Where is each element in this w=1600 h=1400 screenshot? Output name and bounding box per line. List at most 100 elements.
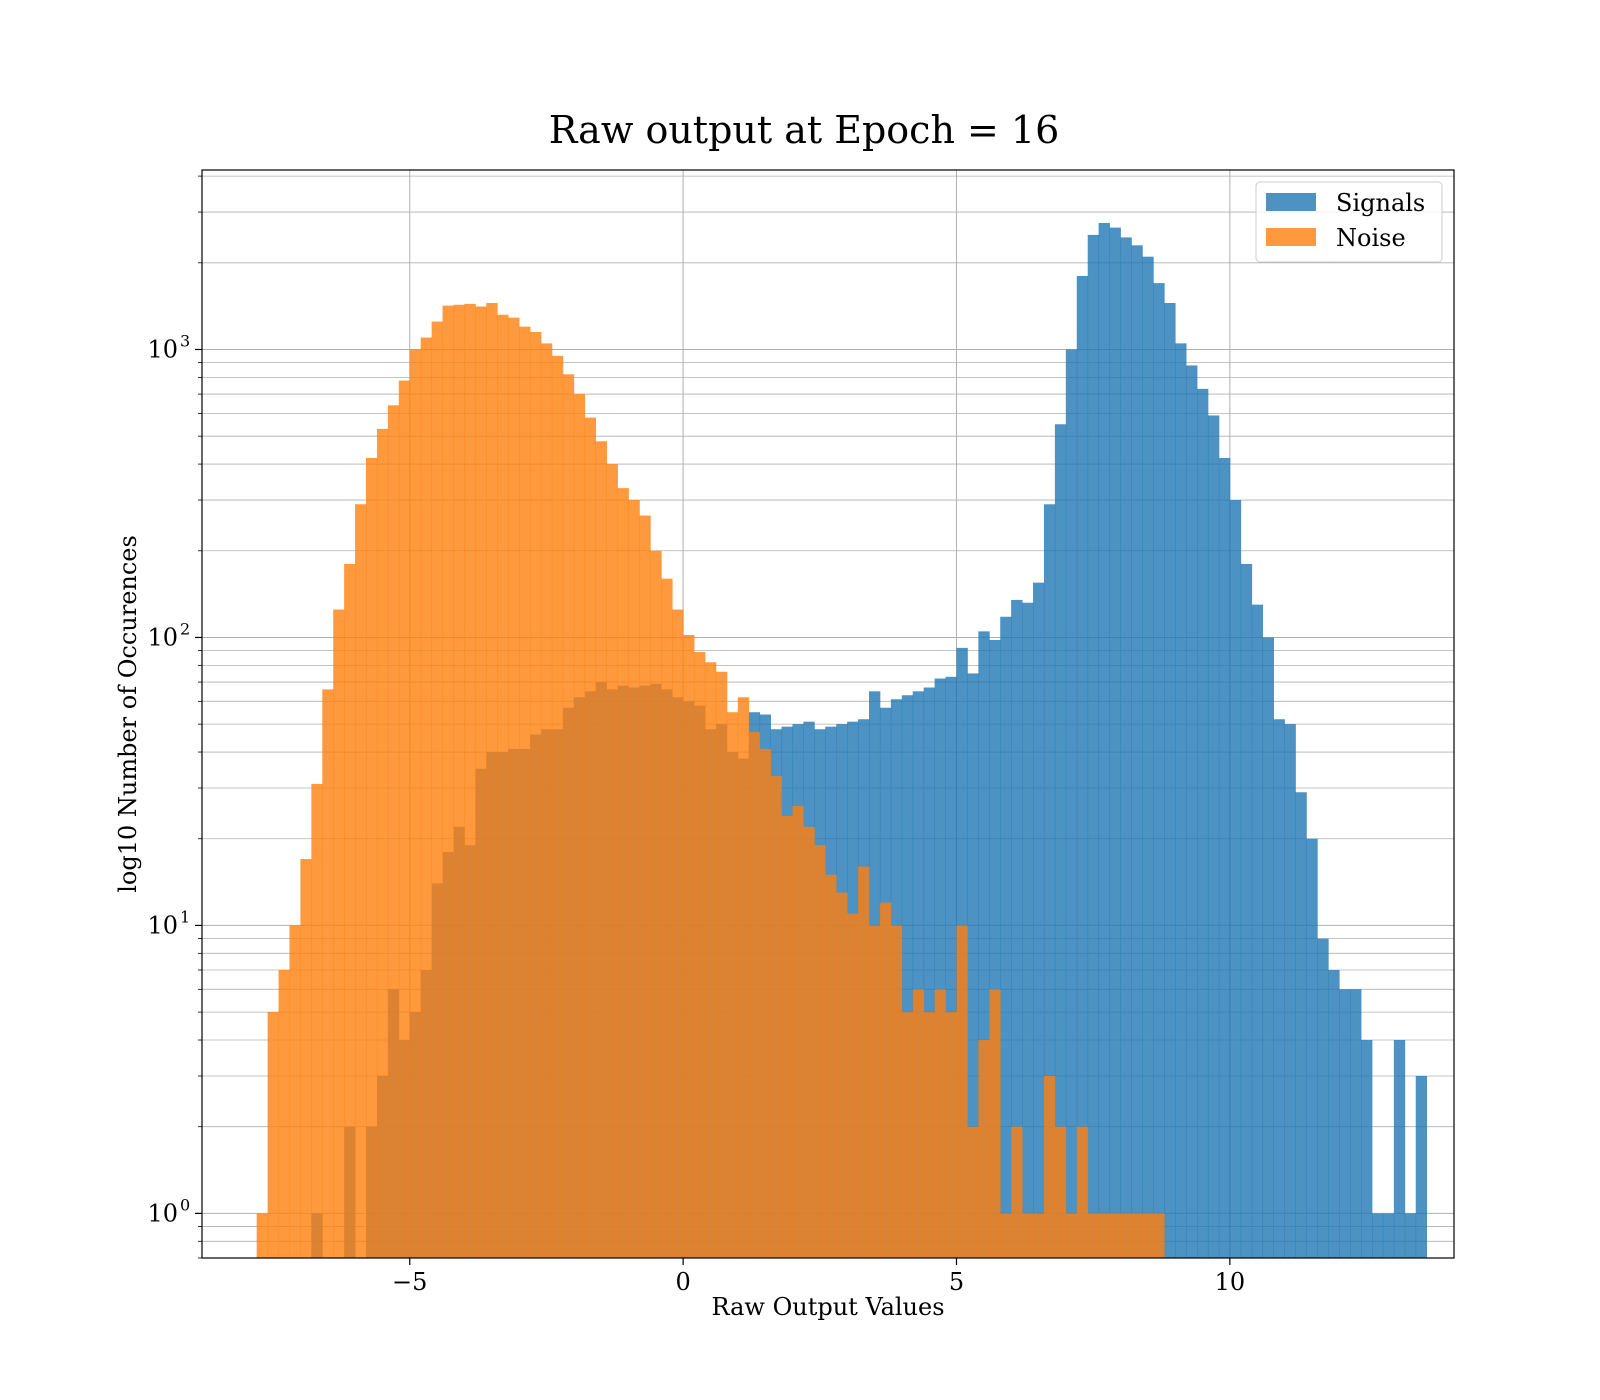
noise-bar bbox=[530, 331, 542, 1259]
y-tick-label-exponent: 2 bbox=[180, 619, 190, 638]
signals-bar bbox=[1262, 637, 1274, 1258]
noise-bar bbox=[869, 925, 881, 1258]
signals-bar bbox=[1306, 838, 1318, 1258]
noise-bar bbox=[1142, 1213, 1154, 1258]
noise-bar bbox=[333, 609, 345, 1258]
signals-bar bbox=[1207, 415, 1220, 1258]
y-tick-label: 10 bbox=[147, 1199, 178, 1227]
noise-bar bbox=[803, 826, 815, 1258]
noise-bar bbox=[1131, 1213, 1143, 1258]
noise-bar bbox=[322, 689, 334, 1258]
noise-bar bbox=[497, 314, 509, 1258]
noise-bar bbox=[1153, 1213, 1165, 1258]
noise-bar bbox=[442, 305, 454, 1258]
noise-bar bbox=[617, 488, 629, 1258]
x-tick-label: 5 bbox=[949, 1268, 964, 1296]
noise-bar bbox=[639, 515, 651, 1258]
noise-bar bbox=[737, 697, 750, 1258]
noise-bar bbox=[573, 394, 586, 1258]
noise-bar bbox=[1076, 1126, 1089, 1258]
noise-bar bbox=[901, 1012, 914, 1258]
noise-bar bbox=[1109, 1213, 1121, 1258]
signals-bar bbox=[1011, 599, 1023, 1258]
noise-bar bbox=[267, 1012, 279, 1258]
signals-bar bbox=[1043, 504, 1056, 1258]
noise-bar bbox=[1033, 1213, 1045, 1258]
noise-bar bbox=[770, 776, 782, 1258]
signals-bar bbox=[1361, 1040, 1373, 1258]
x-axis-label: Raw Output Values bbox=[711, 1293, 944, 1321]
noise-bar bbox=[606, 464, 618, 1258]
signals-bar bbox=[1339, 989, 1351, 1258]
noise-bar bbox=[376, 428, 389, 1258]
noise-bar bbox=[650, 550, 662, 1258]
y-axis-label: log10 Number of Occurences bbox=[114, 535, 142, 893]
y-tick-label-exponent: 1 bbox=[180, 907, 190, 926]
noise-bar bbox=[1043, 1075, 1056, 1258]
noise-bar bbox=[989, 989, 1001, 1258]
noise-bar bbox=[683, 634, 695, 1258]
noise-bar bbox=[562, 374, 575, 1258]
noise-bars bbox=[256, 303, 1165, 1259]
signals-bar bbox=[1054, 424, 1067, 1258]
signals-bar bbox=[1284, 724, 1296, 1258]
noise-bar bbox=[836, 892, 848, 1258]
noise-bar bbox=[475, 306, 487, 1258]
noise-bar bbox=[344, 563, 356, 1258]
noise-bar bbox=[726, 712, 739, 1258]
y-tick-label: 10 bbox=[147, 335, 178, 363]
chart-title: Raw output at Epoch = 16 bbox=[549, 108, 1060, 152]
signals-bar bbox=[1175, 343, 1187, 1259]
signals-bar bbox=[967, 673, 979, 1258]
noise-bar bbox=[508, 317, 520, 1259]
signals-bar bbox=[1109, 227, 1121, 1258]
noise-bar bbox=[759, 748, 771, 1258]
signals-bar bbox=[1382, 1213, 1395, 1258]
legend-label-signals: Signals bbox=[1336, 189, 1425, 217]
noise-bar bbox=[715, 671, 728, 1258]
noise-bar bbox=[540, 343, 553, 1259]
signals-bar bbox=[1022, 602, 1034, 1258]
noise-bar bbox=[453, 304, 465, 1258]
noise-bar bbox=[704, 662, 717, 1258]
noise-bar bbox=[781, 815, 793, 1258]
signals-bar bbox=[1295, 792, 1307, 1258]
noise-bar bbox=[595, 441, 607, 1259]
noise-bar bbox=[366, 457, 378, 1258]
signals-bar bbox=[1328, 970, 1340, 1258]
signals-bar bbox=[1197, 388, 1209, 1259]
noise-bar bbox=[912, 989, 925, 1258]
noise-bar bbox=[486, 303, 498, 1258]
noise-bar bbox=[409, 349, 422, 1259]
signals-bar bbox=[912, 691, 925, 1258]
noise-bar bbox=[584, 417, 597, 1258]
noise-bar bbox=[945, 1012, 957, 1258]
y-tick-label-exponent: 3 bbox=[180, 331, 190, 350]
noise-bar bbox=[956, 925, 968, 1258]
y-tick-label-exponent: 0 bbox=[180, 1195, 190, 1214]
noise-bar bbox=[1065, 1213, 1078, 1258]
noise-bar bbox=[519, 326, 531, 1258]
signals-bar bbox=[1131, 245, 1143, 1258]
signals-bar bbox=[1273, 719, 1285, 1258]
noise-bar bbox=[792, 805, 804, 1258]
signals-bar bbox=[1098, 222, 1110, 1258]
signals-bar bbox=[1164, 303, 1176, 1258]
signals-bar bbox=[1065, 349, 1078, 1259]
signals-bar bbox=[1120, 237, 1132, 1258]
noise-bar bbox=[431, 321, 443, 1258]
noise-bar bbox=[879, 902, 892, 1258]
signals-bar bbox=[1415, 1075, 1428, 1258]
signals-bar bbox=[1087, 234, 1100, 1258]
signals-bar bbox=[1000, 616, 1012, 1258]
noise-bar bbox=[814, 845, 826, 1258]
signals-bar bbox=[934, 678, 946, 1258]
signals-bar bbox=[1393, 1040, 1406, 1258]
signals-bar bbox=[1404, 1213, 1417, 1258]
noise-bar bbox=[1000, 1213, 1012, 1258]
y-tick-label: 10 bbox=[147, 623, 178, 651]
signals-bar bbox=[989, 639, 1001, 1258]
signals-bar bbox=[1251, 604, 1264, 1258]
noise-bar bbox=[256, 1213, 269, 1258]
